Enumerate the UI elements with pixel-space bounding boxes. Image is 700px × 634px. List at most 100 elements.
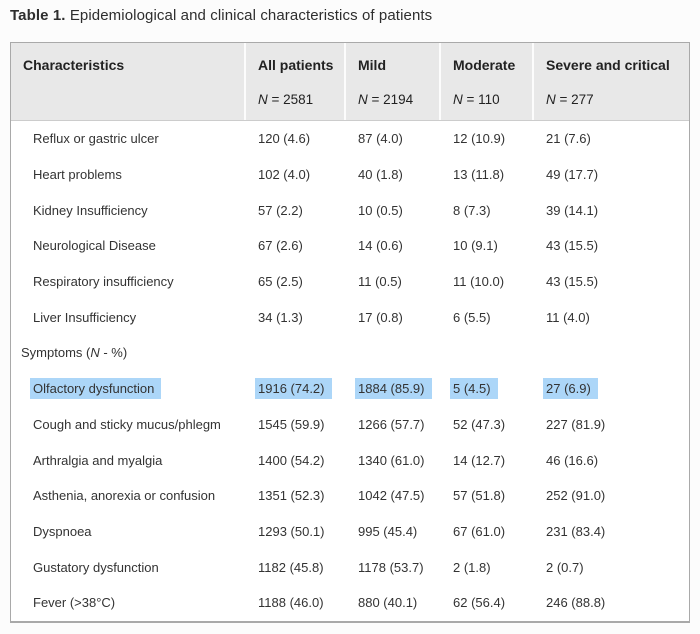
- table-row-olfactory-dysfunction: Olfactory dysfunction 1916 (74.2) 1884 (85…: [11, 371, 689, 407]
- cell-value: 6 (5.5): [441, 310, 534, 325]
- cell-value-text: 49 (17.7): [546, 167, 599, 183]
- highlighted-text: 27 (6.9): [543, 378, 598, 400]
- cell-value: 10 (0.5): [346, 203, 441, 218]
- row-label-text: Arthralgia and myalgia: [33, 452, 163, 468]
- table-header-row: Characteristics All patients N = 2581 Mild N…: [11, 43, 689, 121]
- cell-value: 34 (1.3): [246, 310, 346, 325]
- cell-value: 43 (15.5): [534, 238, 689, 253]
- cell-value-text: 120 (4.6): [258, 131, 311, 147]
- row-label-text: Fever (>38°C): [33, 595, 116, 611]
- cell-value: 1042 (47.5): [346, 488, 441, 503]
- cell-value: 231 (83.4): [534, 524, 689, 539]
- column-label: All patients: [258, 57, 334, 73]
- cell-value: 246 (88.8): [534, 595, 689, 610]
- column-header-characteristics: Characteristics: [11, 43, 246, 120]
- cell-value-text: 10 (9.1): [453, 238, 498, 254]
- cell-value-text: 11 (4.0): [546, 309, 590, 325]
- cell-value: 43 (15.5): [534, 274, 689, 289]
- row-label: Heart problems: [11, 167, 246, 182]
- cell-value-text: 67 (61.0): [453, 523, 506, 539]
- cell-value: 10 (9.1): [441, 238, 534, 253]
- cell-value-text: 231 (83.4): [546, 523, 606, 539]
- cell-value: 1351 (52.3): [246, 488, 346, 503]
- cell-value-text: 65 (2.5): [258, 274, 303, 290]
- cell-value: 120 (4.6): [246, 131, 346, 146]
- row-label: Respiratory insufficiency: [11, 274, 246, 289]
- cell-value: 1340 (61.0): [346, 453, 441, 468]
- cell-value-text: 1293 (50.1): [258, 523, 325, 539]
- cell-value: 1916 (74.2): [246, 378, 346, 400]
- row-label-text: Reflux or gastric ulcer: [33, 131, 159, 147]
- cell-value: 67 (61.0): [441, 524, 534, 539]
- row-label-text: Liver Insufficiency: [33, 309, 137, 325]
- column-label: Severe and critical: [546, 57, 670, 73]
- cell-value-text: 57 (2.2): [258, 202, 303, 218]
- cell-value-text: 14 (0.6): [358, 238, 403, 254]
- cell-value: 52 (47.3): [441, 417, 534, 432]
- cell-value-text: 2 (0.7): [546, 559, 584, 575]
- cell-value-text: 246 (88.8): [546, 595, 606, 611]
- column-header-all-patients: All patients N = 2581: [246, 43, 346, 120]
- row-label: Kidney Insufficiency: [11, 203, 246, 218]
- row-label: Cough and sticky mucus/phlegm: [11, 417, 246, 432]
- row-label-text: Gustatory dysfunction: [33, 559, 159, 575]
- table-row-respiratory-insufficiency: Respiratory insufficiency 65 (2.5) 11 (0.5…: [11, 264, 689, 300]
- table-row-neurological-disease: Neurological Disease 67 (2.6) 14 (0.6) 10 (…: [11, 228, 689, 264]
- highlighted-text: 1884 (85.9): [355, 378, 432, 400]
- column-label: Characteristics: [23, 57, 125, 73]
- cell-value: 1884 (85.9): [346, 378, 441, 400]
- cell-value: 87 (4.0): [346, 131, 441, 146]
- cell-value: 57 (51.8): [441, 488, 534, 503]
- cell-value-text: 13 (11.8): [453, 167, 505, 183]
- cell-value-text: 1188 (46.0): [258, 595, 324, 611]
- table-row-cough-and-sticky-mucus-phlegm: Cough and sticky mucus/phlegm 1545 (59.9)…: [11, 407, 689, 443]
- row-label: Arthralgia and myalgia: [11, 453, 246, 468]
- cell-value-text: 1545 (59.9): [258, 416, 325, 432]
- cell-value: 11 (10.0): [441, 274, 534, 289]
- cell-value: 14 (0.6): [346, 238, 441, 253]
- cell-value: 49 (17.7): [534, 167, 689, 182]
- cell-value: 995 (45.4): [346, 524, 441, 539]
- row-label: Neurological Disease: [11, 238, 246, 253]
- cell-value-text: 1042 (47.5): [358, 488, 425, 504]
- cell-value-text: 10 (0.5): [358, 202, 403, 218]
- row-label: Gustatory dysfunction: [11, 560, 246, 575]
- row-label: Fever (>38°C): [11, 595, 246, 610]
- table-row-gustatory-dysfunction: Gustatory dysfunction 1182 (45.8) 1178 (53…: [11, 549, 689, 585]
- table-row-liver-insufficiency: Liver Insufficiency 34 (1.3) 17 (0.8) 6 (5.…: [11, 299, 689, 335]
- row-label-text: Dyspnoea: [33, 523, 92, 539]
- cell-value-text: 1400 (54.2): [258, 452, 325, 468]
- cell-value: 57 (2.2): [246, 203, 346, 218]
- cell-value-text: 40 (1.8): [358, 167, 403, 183]
- cell-value: 5 (4.5): [441, 378, 534, 400]
- table-row-asthenia-anorexia-or-confusion: Asthenia, anorexia or confusion 1351 (52.…: [11, 478, 689, 514]
- cell-value-text: 11 (10.0): [453, 274, 505, 290]
- cell-value-text: 8 (7.3): [453, 202, 491, 218]
- row-label-text: Heart problems: [33, 167, 122, 183]
- table-row-reflux-or-gastric-ulcer: Reflux or gastric ulcer 120 (4.6) 87 (4.0)…: [11, 121, 689, 157]
- table-body: Reflux or gastric ulcer 120 (4.6) 87 (4.0)…: [11, 121, 689, 621]
- cell-value-text: 1340 (61.0): [358, 452, 425, 468]
- cell-value-text: 6 (5.5): [453, 309, 491, 325]
- row-label: Dyspnoea: [11, 524, 246, 539]
- cell-value: 1178 (53.7): [346, 560, 441, 575]
- cell-value: 65 (2.5): [246, 274, 346, 289]
- cell-value-text: 34 (1.3): [258, 309, 303, 325]
- column-sample-size: N = 277: [546, 92, 594, 107]
- column-sample-size: N = 2194: [358, 92, 414, 107]
- cell-value: 1266 (57.7): [346, 417, 441, 432]
- cell-value-text: 62 (56.4): [453, 595, 506, 611]
- cell-value: 39 (14.1): [534, 203, 689, 218]
- row-label-text: Respiratory insufficiency: [33, 274, 174, 290]
- section-label: Symptoms (N - %): [21, 345, 128, 361]
- table-row-fever-38-c: Fever (>38°C) 1188 (46.0) 880 (40.1) 62 (56…: [11, 585, 689, 621]
- cell-value: 11 (4.0): [534, 310, 689, 325]
- highlighted-text: 5 (4.5): [450, 378, 498, 400]
- cell-value: 46 (16.6): [534, 453, 689, 468]
- cell-value-text: 21 (7.6): [546, 131, 591, 147]
- cell-value-text: 39 (14.1): [546, 202, 599, 218]
- cell-value: 2 (0.7): [534, 560, 689, 575]
- row-label: Olfactory dysfunction: [11, 378, 246, 400]
- table-row-heart-problems: Heart problems 102 (4.0) 40 (1.8) 13 (11.8)…: [11, 157, 689, 193]
- cell-value: 252 (91.0): [534, 488, 689, 503]
